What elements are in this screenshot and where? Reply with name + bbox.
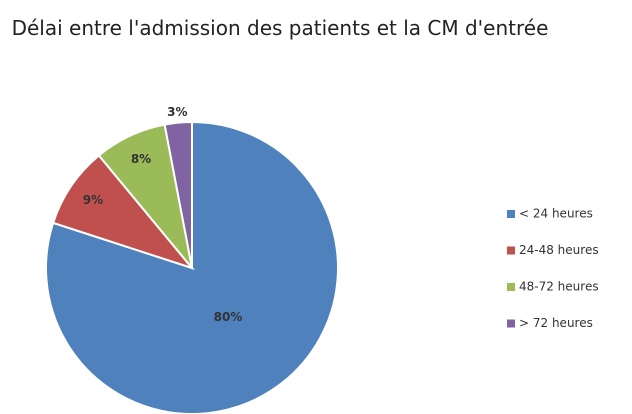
data-label: 80%: [214, 310, 243, 324]
legend-label: 48-72 heures: [519, 280, 599, 294]
legend-label: < 24 heures: [519, 207, 593, 221]
pie-slice: [51, 154, 195, 271]
chart-title: Délai entre l'admission des patients et …: [11, 16, 549, 40]
legend-label: 24-48 heures: [519, 243, 599, 257]
data-label: 9%: [83, 193, 103, 207]
legend-swatch: [507, 283, 515, 291]
pie-slice: [163, 120, 193, 269]
data-label: 8%: [131, 152, 151, 166]
legend-swatch: [507, 246, 515, 255]
data-label: 3%: [167, 105, 187, 119]
legend-label: > 72 heures: [519, 316, 593, 330]
legend-swatch: [507, 319, 515, 328]
legend-swatch: [507, 210, 515, 218]
